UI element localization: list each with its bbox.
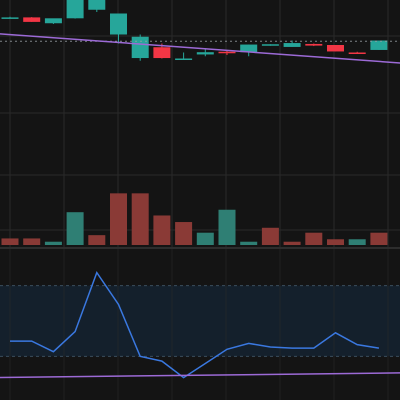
price-trendline[interactable]: [0, 33, 400, 64]
candle-body: [261, 44, 279, 46]
volume-bar: [370, 232, 388, 245]
indicator-line: [10, 270, 380, 379]
candle-body: [327, 45, 344, 52]
volume-bar: [348, 239, 366, 245]
volume-bar: [261, 227, 279, 245]
price-pane-bg: [0, 0, 400, 247]
candle-body: [370, 40, 388, 50]
candle-body: [348, 52, 366, 54]
volume-bar: [88, 235, 106, 245]
indicator-trendline[interactable]: [0, 372, 400, 379]
volume-bar: [23, 238, 41, 245]
volume-bar: [196, 232, 214, 245]
candle-body: [283, 43, 301, 47]
candle-body: [110, 13, 127, 35]
volume-bar: [110, 193, 127, 245]
volume-bar: [1, 238, 19, 245]
volume-bar: [327, 239, 344, 245]
candle-body: [88, 0, 106, 10]
candle-body: [66, 0, 84, 19]
volume-bar: [66, 212, 84, 245]
volume-bar: [44, 241, 62, 245]
candle-body: [240, 44, 258, 53]
volume-bar: [153, 215, 171, 245]
candles: [1, 0, 388, 61]
candle-body: [218, 51, 236, 54]
volume-bar: [175, 222, 193, 245]
volume-bars: [1, 193, 388, 245]
candle-body: [305, 43, 323, 46]
indicator-grid: [0, 249, 400, 400]
volume-bar: [305, 232, 323, 245]
volume-bar: [131, 193, 149, 245]
candle-body: [196, 52, 214, 55]
candle-body: [131, 36, 149, 59]
candle-body: [44, 18, 62, 24]
volume-bar: [218, 209, 236, 245]
volume-bar: [240, 241, 258, 245]
volume-bar: [283, 241, 301, 245]
candle-body: [1, 17, 19, 19]
indicator-band: [0, 285, 400, 357]
candle-body: [175, 58, 193, 60]
candle-body: [23, 17, 41, 22]
candle-body: [153, 47, 171, 59]
